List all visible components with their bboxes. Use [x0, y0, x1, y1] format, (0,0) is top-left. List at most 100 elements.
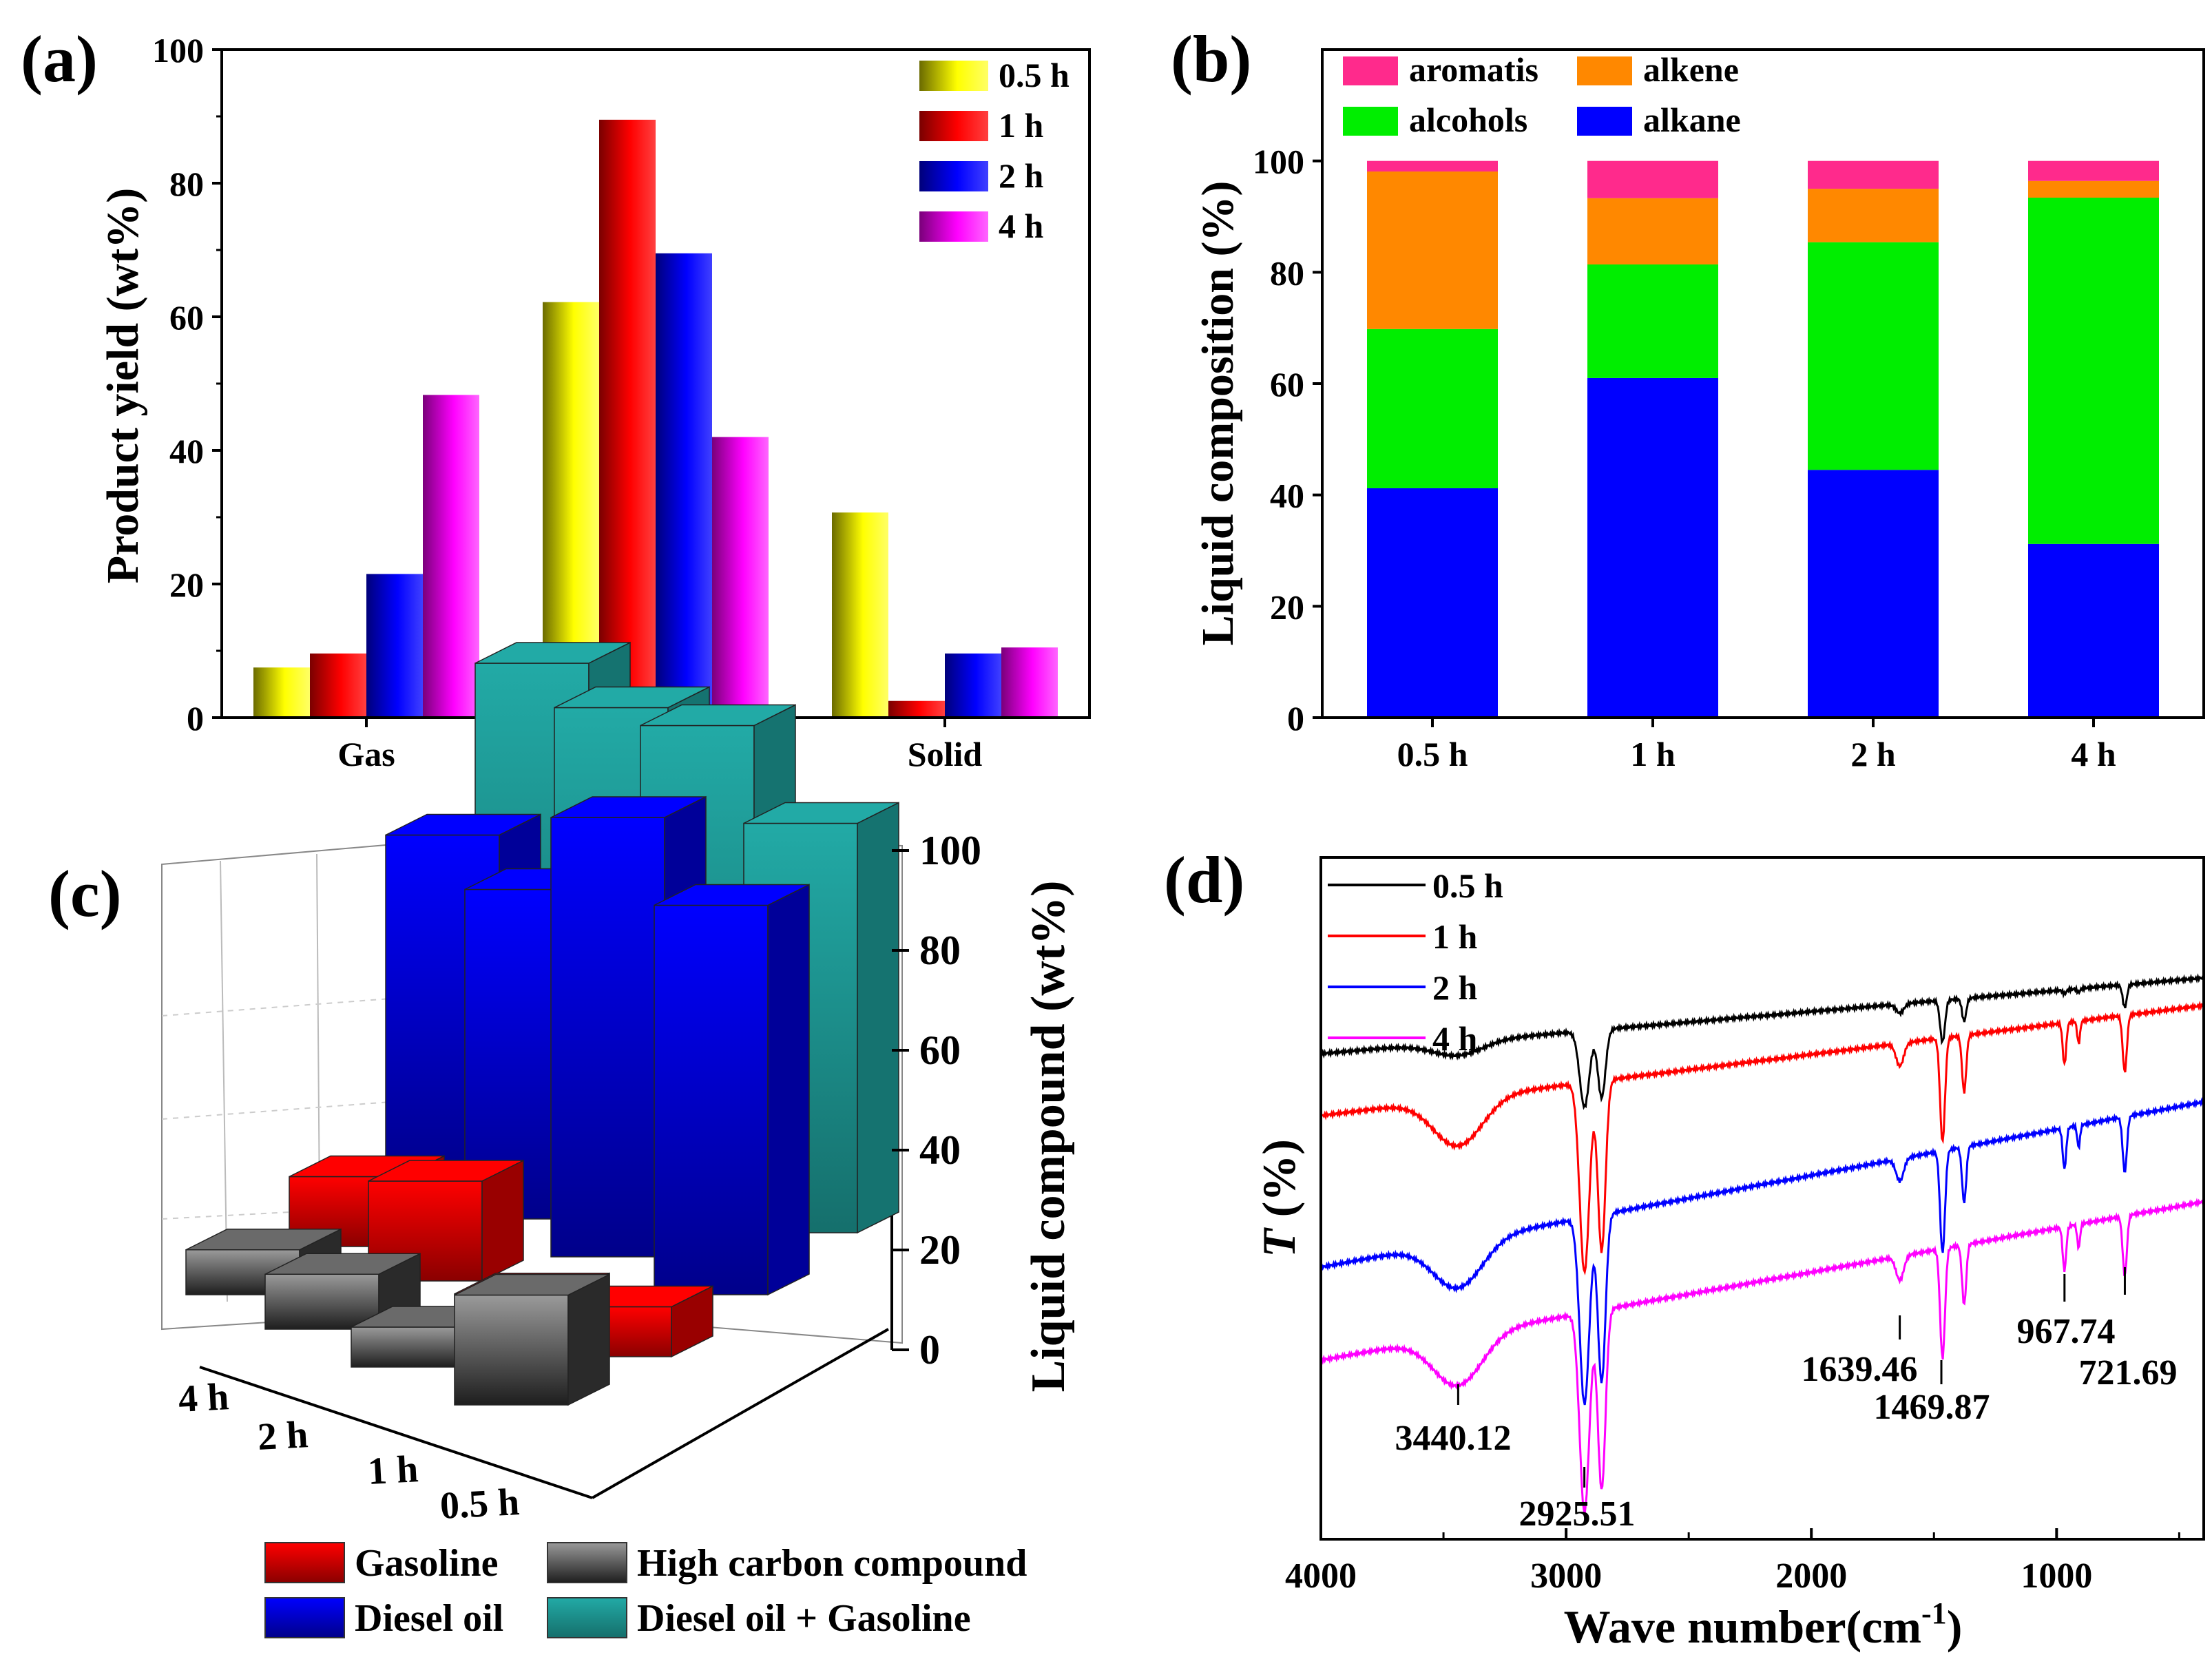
bar-a-gas-4h	[423, 395, 479, 718]
legend-swatch	[1577, 107, 1632, 136]
x-tick-label: 2 h	[1850, 735, 1896, 773]
panel-d-x-axis-label-sup: -1	[1921, 1596, 1947, 1630]
bar-b-05h-alcohols	[1367, 329, 1498, 488]
bar-b-2h-aromatis	[1808, 160, 1939, 189]
bar-b-4h-alkane	[2028, 543, 2159, 718]
panel-d-label: (d)	[1164, 843, 1244, 917]
legend-label: 1 h	[999, 106, 1044, 145]
annotation-label: 3440.12	[1395, 1419, 1512, 1458]
bar-b-2h-alcohols	[1808, 242, 1939, 470]
spectrum-line-2h	[1319, 1096, 2205, 1406]
bar-a-gas-2h	[366, 574, 423, 718]
bar-b-05h-alkene	[1367, 171, 1498, 329]
legend-label: aromatis	[1409, 50, 1538, 89]
legend-swatch	[547, 1542, 627, 1583]
z-tick-label: 100	[919, 828, 981, 873]
bar-b-2h-alkane	[1808, 470, 1939, 718]
annotation-label: 721.69	[2079, 1353, 2178, 1393]
y-tick-label: 20	[1270, 587, 1304, 626]
panel-d-y-axis-label-rest: (%)	[1253, 1139, 1305, 1229]
legend-swatch	[919, 111, 988, 141]
bar-a-gas-05h	[253, 667, 310, 718]
panel-d-y-axis-label-t: T	[1253, 1227, 1305, 1258]
bar-b-1h-aromatis	[1587, 160, 1718, 198]
bar-a-solid-4h	[1001, 647, 1058, 718]
bar-b-05h-alkane	[1367, 488, 1498, 718]
panel-b-y-axis-label: Liquid composition (%)	[1193, 181, 1243, 646]
y-tick-label: 40	[1270, 477, 1304, 515]
x-tick-label: 1 h	[1630, 735, 1676, 773]
legend-label: Diesel oil	[355, 1597, 503, 1640]
x-tick-label: 3000	[1530, 1556, 1602, 1596]
x-tick-label: 4000	[1285, 1556, 1357, 1596]
legend-label: Gasoline	[355, 1542, 498, 1585]
panel-d-x-axis-label: Wave number(cm-1)	[1564, 1596, 1963, 1653]
y-tick-label: 80	[169, 165, 204, 203]
panel-b: (b) 0 20 40 60 80 100 0.5 h 1 h 2 h 4 h Liquid co…	[1171, 22, 2205, 773]
legend-swatch	[1577, 56, 1632, 85]
panel-d-plot-frame	[1319, 856, 2205, 1541]
legend-label: 2 h	[1432, 968, 1478, 1007]
panel-b-label: (b)	[1171, 22, 1251, 96]
panel-c-floor-edge	[199, 1366, 593, 1499]
legend-swatch	[264, 1542, 345, 1583]
legend-label: 4 h	[999, 207, 1044, 245]
bar-a-oil-4h	[712, 437, 769, 718]
bar-b-1h-alcohols	[1587, 264, 1718, 378]
bar-a-solid-05h	[832, 512, 888, 718]
panel-c: (c) 0 20 40 60 80 100 Liquid compound (wt%) 4…	[48, 641, 1075, 1640]
panel-d-x-axis-label-end: )	[1947, 1601, 1963, 1653]
row-label: 1 h	[366, 1448, 419, 1493]
legend-label: alkene	[1643, 50, 1739, 89]
panel-c-z-axis-label: Liquid compound (wt%)	[1022, 881, 1075, 1393]
legend-label: 4 h	[1432, 1019, 1478, 1058]
legend-swatch	[919, 211, 988, 242]
panel-c-label: (c)	[48, 857, 122, 930]
z-tick-label: 40	[919, 1127, 961, 1173]
panel-c-floor-edge	[592, 1328, 889, 1499]
bar-b-1h-alkene	[1587, 198, 1718, 265]
row-label: 2 h	[256, 1413, 309, 1459]
bar-b-1h-alkane	[1587, 377, 1718, 718]
bar3d-05h-diesel-oil	[654, 884, 810, 1296]
z-tick-label: 0	[919, 1327, 940, 1373]
legend-label: alkane	[1643, 101, 1741, 139]
y-tick-label: 100	[1253, 143, 1304, 181]
legend-swatch	[547, 1597, 627, 1638]
spectrum-line-4h	[1319, 1198, 2205, 1514]
bar-b-4h-alcohols	[2028, 198, 2159, 544]
x-tick-label: 4 h	[2071, 735, 2116, 773]
panel-d-y-axis-label: T (%)	[1253, 1139, 1305, 1258]
bar-b-4h-aromatis	[2028, 160, 2159, 181]
x-tick-label: Solid	[908, 735, 983, 773]
bar-a-solid-1h	[888, 700, 945, 718]
x-tick-label: 2000	[1775, 1556, 1847, 1596]
legend-label: 0.5 h	[1432, 866, 1503, 905]
x-tick-label: 0.5 h	[1397, 735, 1468, 773]
x-tick-label: Gas	[337, 735, 395, 773]
legend-label: 2 h	[999, 156, 1044, 195]
legend-label: alcohols	[1409, 101, 1527, 139]
z-tick-label: 80	[919, 928, 961, 973]
spectrum-line-05h	[1319, 973, 2205, 1110]
y-tick-label: 60	[169, 298, 204, 337]
y-tick-label: 0	[187, 699, 204, 738]
panel-a-y-axis-label: Product yield (wt%)	[98, 188, 148, 583]
panel-c-grid-line	[220, 860, 228, 1302]
legend-swatch	[919, 61, 988, 91]
legend-swatch	[919, 161, 988, 191]
x-tick-label: 1000	[2021, 1556, 2092, 1596]
annotation-label: 1469.87	[1874, 1388, 1990, 1427]
legend-swatch	[1343, 107, 1398, 136]
y-tick-label: 100	[152, 31, 204, 70]
y-tick-label: 0	[1287, 699, 1304, 738]
z-tick-label: 20	[919, 1227, 961, 1273]
legend-label: 0.5 h	[999, 56, 1070, 94]
row-label: 4 h	[177, 1375, 229, 1421]
y-tick-label: 60	[1270, 365, 1304, 404]
bar-a-oil-1h	[599, 119, 656, 718]
panel-a: (a) 020406080100GasOilSolid Product yiel…	[21, 22, 1091, 773]
annotation-label: 967.74	[2017, 1312, 2116, 1351]
